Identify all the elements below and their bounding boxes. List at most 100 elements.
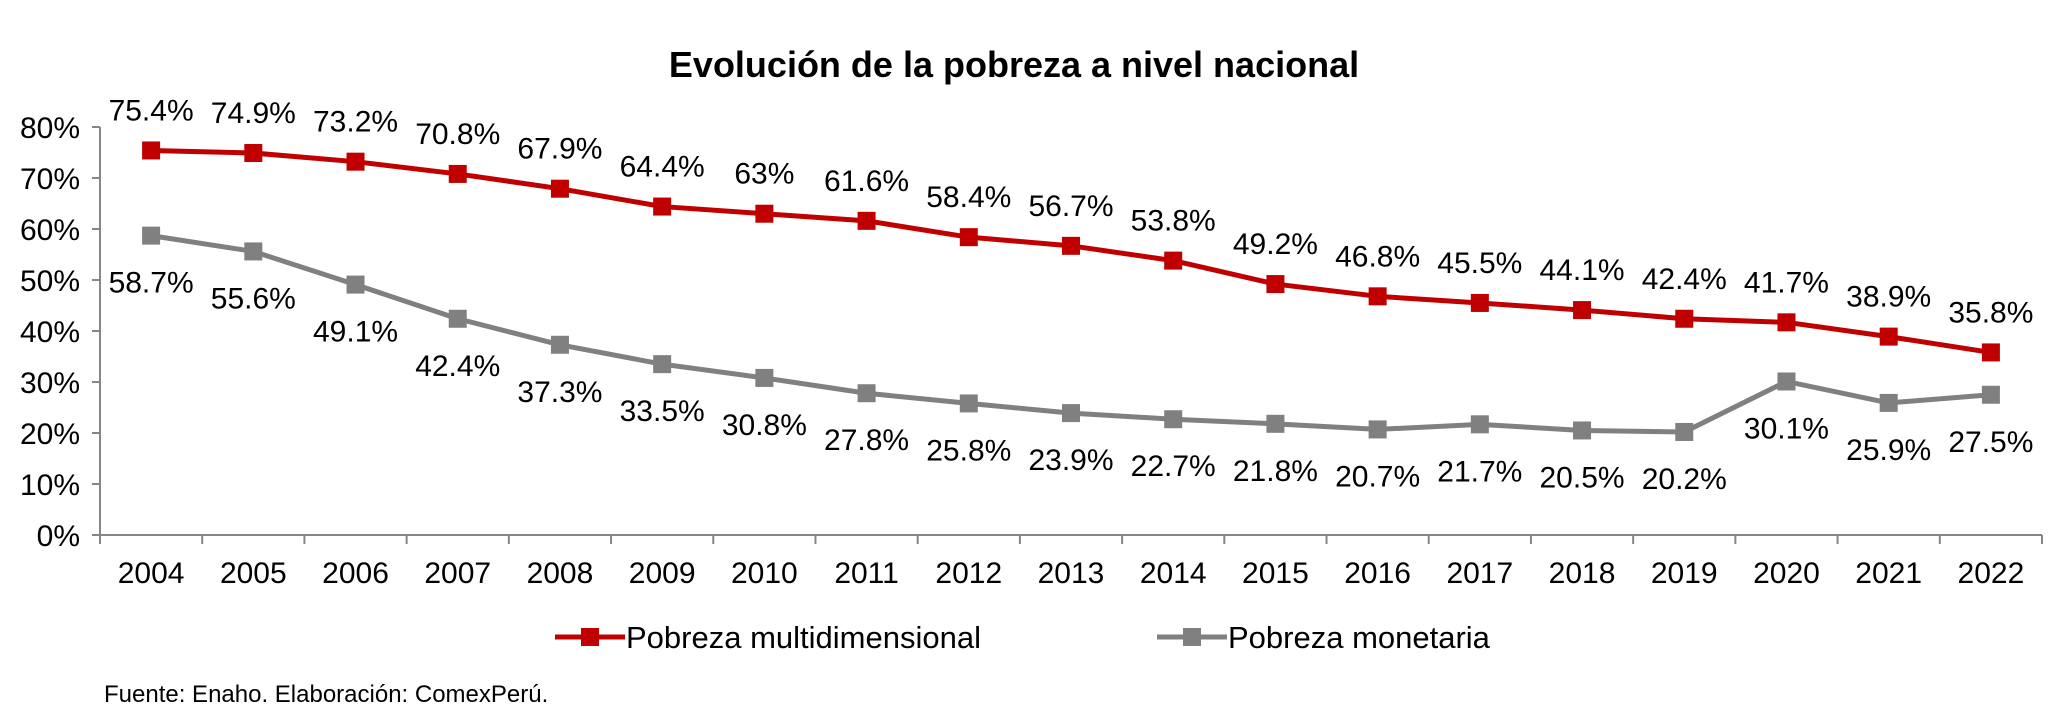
data-label: 63% [734,158,794,191]
data-label: 30.8% [722,409,807,442]
data-point [1777,372,1796,391]
y-tick-label: 70% [20,163,80,196]
data-label: 70.8% [415,118,500,151]
data-point [1470,415,1489,434]
legend: Pobreza multidimensional Pobreza monetari… [555,620,1491,655]
x-tick-label: 2020 [1753,557,1820,590]
series-layer [142,141,2000,441]
x-tick-label: 2011 [834,557,899,590]
y-tick-label: 10% [20,469,80,502]
data-point [1062,236,1080,255]
data-point [857,384,876,403]
data-label: 49.1% [313,316,398,349]
data-point [1981,385,2000,404]
legend-item: Pobreza monetaria [1157,620,1491,655]
data-label: 42.4% [1642,263,1727,296]
x-tick-label: 2021 [1855,557,1922,590]
data-point [755,368,774,387]
data-point [346,275,365,294]
data-label: 61.6% [824,165,909,198]
data-point [1879,393,1898,412]
y-tick-label: 80% [20,112,80,145]
y-tick-label: 20% [20,418,80,451]
data-label: 20.5% [1540,461,1625,494]
data-point [959,394,978,413]
x-axis: 2004 2005 2006 2007 2008 2009 2010 2011 2012 2013… [99,534,2043,590]
data-point [1368,287,1387,306]
data-label: 21.7% [1437,455,1522,488]
x-tick-label: 2010 [731,557,798,590]
data-label: 58.4% [926,181,1011,214]
data-label: 45.5% [1437,247,1522,280]
data-point [1879,327,1898,346]
data-point [550,179,569,198]
y-tick-label: 30% [20,367,80,400]
data-label: 73.2% [313,106,398,139]
data-point [1981,343,2000,362]
data-label: 20.2% [1642,463,1727,496]
series-pobreza-multidimensional [142,141,2000,362]
data-point [1368,420,1387,439]
data-point [1573,301,1592,320]
data-label: 25.8% [926,434,1011,467]
data-point [1573,421,1592,440]
data-point [1777,313,1796,332]
data-label: 27.8% [824,424,909,457]
data-label: 22.7% [1131,450,1216,483]
data-label: 21.8% [1233,455,1318,488]
legend-marker [1183,628,1201,646]
x-tick-label: 2008 [527,557,594,590]
data-label: 55.6% [211,282,296,315]
data-point [1164,410,1183,429]
data-point [755,204,774,223]
x-tick-label: 2018 [1549,557,1616,590]
x-tick-label: 2019 [1651,557,1718,590]
data-point [959,228,978,247]
data-point [1266,275,1285,294]
data-label: 49.2% [1233,228,1318,261]
data-label: 46.8% [1335,240,1420,273]
data-point [1675,422,1694,441]
data-label: 33.5% [620,395,705,428]
data-label: 74.9% [211,97,296,130]
x-tick-label: 2012 [935,557,1002,590]
data-point [142,226,161,245]
x-tick-label: 2015 [1242,557,1309,590]
data-point [550,335,569,354]
legend-item: Pobreza multidimensional [555,620,981,655]
data-point [1062,404,1080,423]
x-tick-label: 2006 [322,557,389,590]
data-label: 44.1% [1540,254,1625,287]
y-tick-label: 50% [20,265,80,298]
data-label: 37.3% [517,376,602,409]
series-pobreza-monetaria [142,226,2000,441]
y-axis: 0% 10% 20% 30% 40% 50% 60% 70% 80% [20,112,101,553]
y-tick-label: 60% [20,214,80,247]
data-label: 41.7% [1744,266,1829,299]
data-point [1675,309,1694,328]
data-label: 30.1% [1744,412,1829,445]
x-tick-label: 2004 [118,557,185,590]
data-point [346,152,365,171]
chart-title: Evolución de la pobreza a nivel nacional [669,44,1359,85]
data-label: 75.4% [109,94,194,127]
x-tick-label: 2009 [629,557,696,590]
data-point [653,355,672,374]
y-tick-label: 0% [37,520,80,553]
legend-label: Pobreza multidimensional [626,620,981,655]
data-label: 64.4% [620,151,705,184]
data-label: 25.9% [1846,434,1931,467]
data-label: 67.9% [517,133,602,166]
data-label: 20.7% [1335,460,1420,493]
data-label: 38.9% [1846,281,1931,314]
data-label: 27.5% [1948,426,2033,459]
source-note: Fuente: Enaho. Elaboración: ComexPerú. [104,681,548,708]
data-labels: 75.4% 74.9% 73.2% 70.8% 67.9% 64.4% 63% 61.6% 58… [109,94,2034,496]
x-tick-label: 2013 [1038,557,1105,590]
x-tick-label: 2016 [1344,557,1411,590]
legend-label: Pobreza monetaria [1228,620,1491,655]
y-tick-label: 40% [20,316,80,349]
data-point [1266,414,1285,433]
x-tick-label: 2022 [1958,557,2025,590]
